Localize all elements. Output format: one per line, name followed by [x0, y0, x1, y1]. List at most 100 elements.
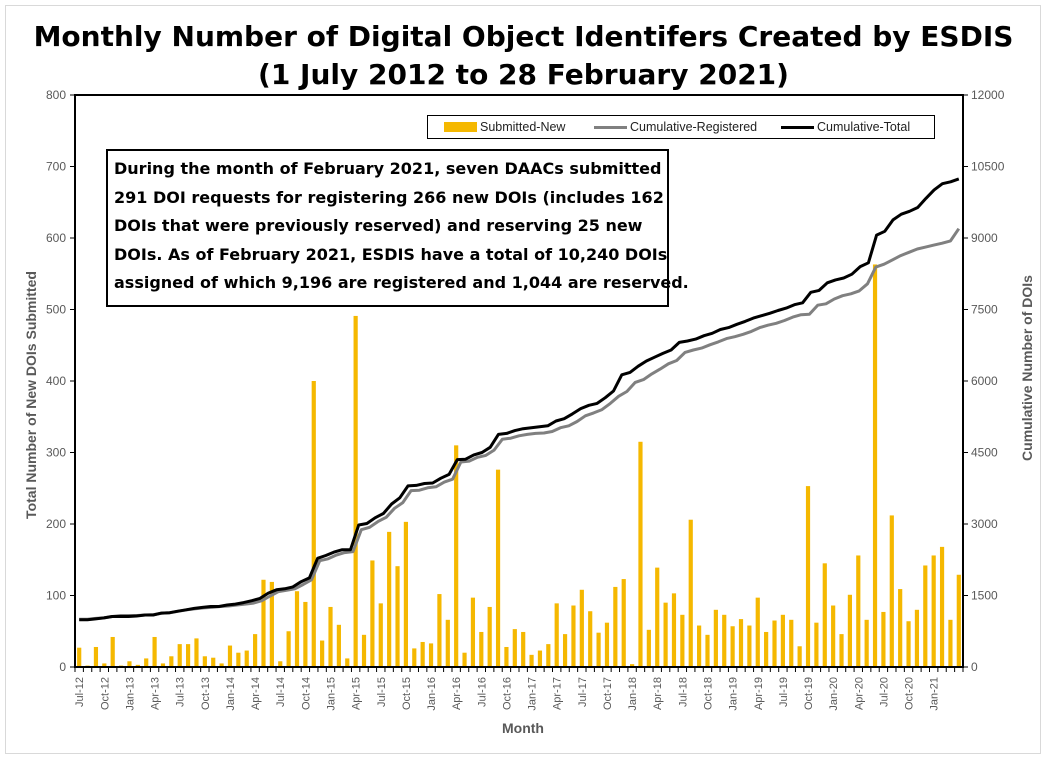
bar: [253, 634, 258, 667]
x-tick-label: Apr-13: [150, 677, 162, 710]
x-tick-label: Oct-18: [702, 677, 714, 710]
bar: [923, 565, 928, 667]
bar: [378, 603, 383, 667]
x-tick-label: Jul-14: [275, 677, 287, 707]
annotation-box: During the month of February 2021, seven…: [106, 149, 689, 307]
y-tick-label-right: 1500: [971, 589, 998, 603]
title-line-2: (1 July 2012 to 28 February 2021): [258, 58, 789, 91]
bar: [219, 663, 224, 667]
y-axis-label-right: Cumulative Number of DOIs: [1019, 275, 1035, 461]
bar: [227, 645, 233, 667]
x-tick-label: Jan-15: [326, 677, 338, 711]
bar: [144, 658, 149, 667]
bar: [831, 605, 836, 667]
bar: [395, 566, 400, 667]
x-tick-label: Apr-14: [250, 677, 262, 710]
y-tick-label-left: 800: [46, 88, 66, 102]
y-tick-label-right: 12000: [971, 88, 1005, 102]
bar: [462, 652, 467, 667]
bar: [403, 521, 408, 667]
bar: [370, 560, 375, 667]
bar: [428, 643, 434, 667]
bar: [805, 486, 811, 667]
bar: [546, 644, 551, 667]
x-tick-label: Jul-17: [577, 677, 589, 707]
x-tick-label: Jan-17: [527, 677, 539, 711]
x-tick-label: Apr-18: [652, 677, 664, 710]
bar: [822, 563, 827, 667]
y-tick-label-right: 9000: [971, 231, 998, 245]
x-tick-label: Oct-19: [803, 677, 815, 710]
bar: [454, 445, 459, 667]
chart-axes: 0 100 200 300 400 500 600 700 800 0 1500 3000 4500 60…: [46, 88, 1005, 711]
bar: [529, 654, 534, 667]
bar: [738, 619, 744, 667]
bar: [479, 631, 484, 667]
bar: [780, 614, 785, 667]
bar-series-submitted-new: [77, 264, 961, 667]
line-cumulative-total: [79, 177, 960, 622]
x-tick-label: Jan-21: [929, 677, 941, 711]
x-tick-label: Jul-12: [74, 677, 86, 707]
x-tick-label: Oct-14: [300, 677, 312, 710]
bar: [697, 625, 702, 667]
bar: [135, 664, 140, 667]
bar: [336, 624, 341, 667]
x-tick-label: Oct-15: [401, 677, 413, 710]
bar: [797, 646, 802, 667]
x-tick-label: Jul-18: [677, 677, 689, 707]
bar: [789, 619, 794, 667]
y-tick-label-right: 7500: [971, 303, 998, 317]
bar: [872, 264, 878, 667]
y-tick-label-right: 10500: [971, 160, 1005, 174]
bar: [755, 597, 760, 667]
x-tick-label: Oct-17: [602, 677, 614, 710]
legend-entry-cumulative-registered: Cumulative-Registered: [594, 116, 757, 138]
legend-label-cumulative-total: Cumulative-Total: [817, 120, 911, 134]
bar: [713, 609, 718, 667]
legend-swatch-submitted-new: [444, 122, 477, 132]
annotation-line: 291 DOI requests for registering 266 new…: [114, 187, 664, 207]
x-tick-label: Oct-13: [200, 677, 212, 710]
bar: [889, 515, 894, 667]
bar: [495, 469, 501, 667]
bar: [512, 629, 517, 667]
bar: [177, 644, 182, 667]
bar: [814, 622, 819, 667]
x-tick-label: Oct-12: [99, 677, 111, 710]
bar: [730, 626, 735, 667]
bar: [328, 606, 333, 667]
legend-entry-cumulative-total: Cumulative-Total: [781, 116, 910, 138]
bar: [77, 647, 82, 667]
x-tick-label: Apr-16: [451, 677, 463, 710]
chart-title: Monthly Number of Digital Object Identif…: [0, 18, 1047, 94]
bar: [579, 589, 584, 667]
bar: [437, 594, 442, 667]
bar: [705, 634, 710, 667]
bar: [931, 555, 936, 667]
bar: [604, 622, 610, 667]
x-tick-label: Jul-19: [778, 677, 790, 707]
bar: [412, 648, 417, 667]
x-tick-label: Jan-16: [426, 677, 438, 711]
y-tick-label-left: 100: [46, 589, 66, 603]
y-tick-label-left: 500: [46, 303, 66, 317]
y-tick-label-left: 200: [46, 517, 66, 531]
y-tick-label-left: 400: [46, 374, 66, 388]
x-tick-label: Jul-16: [476, 677, 488, 707]
legend-label-cumulative-registered: Cumulative-Registered: [630, 120, 758, 134]
bar: [278, 661, 283, 667]
bar: [102, 663, 107, 667]
bar: [169, 656, 174, 667]
y-axis-label-left: Total Number of New DOIs Submitted: [23, 271, 39, 519]
annotation-line: DOIs that were previously reserved) and …: [114, 216, 643, 235]
chart-frame: [5, 5, 1041, 754]
bar: [186, 644, 191, 667]
bar: [152, 636, 157, 667]
x-tick-label: Oct-20: [904, 677, 916, 710]
bar: [881, 611, 886, 667]
y-tick-label-right: 3000: [971, 517, 998, 531]
bar: [562, 634, 568, 667]
bar: [353, 315, 358, 667]
